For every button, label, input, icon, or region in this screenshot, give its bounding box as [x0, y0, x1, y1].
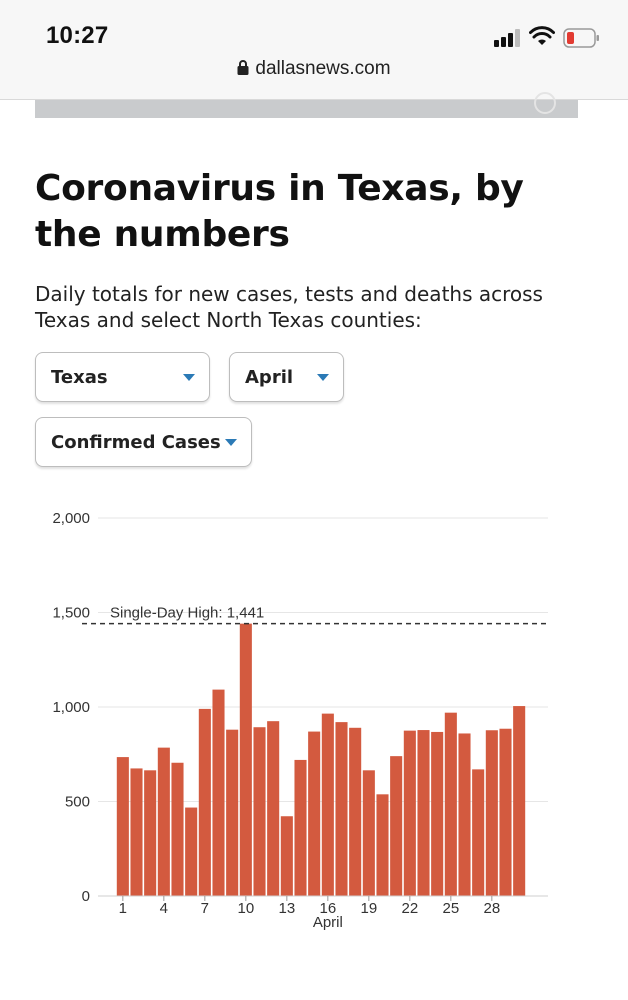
y-tick-label: 2,000 [52, 510, 90, 527]
bar[interactable] [376, 794, 389, 896]
bar[interactable] [431, 731, 444, 896]
x-tick-label: 25 [442, 900, 459, 917]
caret-down-icon [317, 374, 329, 381]
region-dropdown-value: Texas [51, 366, 108, 388]
month-dropdown[interactable]: April [229, 352, 344, 402]
y-tick-label: 1,500 [52, 605, 90, 622]
bar[interactable] [267, 721, 280, 896]
wifi-icon [529, 26, 555, 45]
bar[interactable] [171, 762, 184, 896]
bar[interactable] [390, 756, 403, 896]
bar[interactable] [403, 730, 416, 897]
bar[interactable] [308, 731, 321, 896]
bar[interactable] [458, 733, 471, 896]
y-tick-label: 500 [65, 794, 90, 811]
x-tick-label: 4 [160, 900, 168, 917]
axes: 0 500 1,000 1,500 2,000 1 4 7 10 13 16 19 22 25 28 Apri… [52, 510, 548, 931]
url-text: dallasnews.com [255, 58, 391, 79]
x-tick-label: 10 [237, 900, 254, 917]
bar[interactable] [253, 727, 266, 896]
bar[interactable] [417, 730, 430, 896]
cell-signal-icon [494, 29, 522, 47]
bar[interactable] [362, 770, 375, 896]
bar[interactable] [280, 816, 293, 896]
y-tick-label: 0 [82, 888, 90, 905]
bar[interactable] [513, 706, 526, 896]
bar[interactable] [472, 769, 485, 896]
x-tick-label: 1 [119, 900, 127, 917]
bar[interactable] [485, 730, 498, 896]
bar[interactable] [349, 727, 362, 896]
lock-icon [237, 60, 249, 75]
bar[interactable] [157, 747, 170, 896]
single-day-high-label: Single-Day High: 1,441 [110, 605, 264, 622]
daily-cases-chart: Single-Day High: 1,441 0 500 1,000 1,500 2,0… [52, 510, 548, 931]
caret-down-icon [225, 439, 237, 446]
bar[interactable] [499, 728, 512, 896]
description: Daily totals for new cases, tests and de… [35, 282, 543, 332]
battery-low-icon [563, 28, 599, 48]
metric-dropdown[interactable]: Confirmed Cases [35, 417, 252, 467]
bar[interactable] [444, 712, 457, 896]
clock: 10:27 [46, 22, 109, 49]
bar[interactable] [321, 713, 334, 896]
region-dropdown[interactable]: Texas [35, 352, 210, 402]
x-tick-label: 22 [401, 900, 418, 917]
bar[interactable] [239, 623, 252, 896]
address-bar[interactable]: dallasnews.com [0, 58, 628, 80]
metric-dropdown-value: Confirmed Cases [51, 431, 221, 453]
circle-icon [534, 92, 556, 114]
bar[interactable] [294, 759, 307, 896]
bars [116, 623, 526, 897]
annotation: Single-Day High: 1,441 [82, 605, 548, 625]
x-tick-label: 28 [483, 900, 500, 917]
bar[interactable] [130, 768, 143, 896]
bar[interactable] [185, 807, 198, 896]
bar[interactable] [212, 689, 225, 896]
month-dropdown-value: April [245, 366, 294, 388]
y-tick-label: 1,000 [52, 699, 90, 716]
embed-strip [35, 92, 578, 118]
status-bar: 10:27 dallasnews.com [0, 0, 628, 100]
x-tick-label: 19 [360, 900, 377, 917]
x-tick-label: 16 [319, 900, 336, 917]
bar[interactable] [226, 729, 239, 896]
x-axis-label: April [313, 914, 343, 931]
x-tick-label: 7 [201, 900, 209, 917]
bar[interactable] [335, 722, 348, 896]
page-title: Coronavirus in Texas, by the numbers [35, 168, 524, 255]
bar[interactable] [116, 757, 129, 896]
x-tick-label: 13 [278, 900, 295, 917]
bar[interactable] [198, 708, 211, 896]
caret-down-icon [183, 374, 195, 381]
bar[interactable] [144, 770, 157, 896]
